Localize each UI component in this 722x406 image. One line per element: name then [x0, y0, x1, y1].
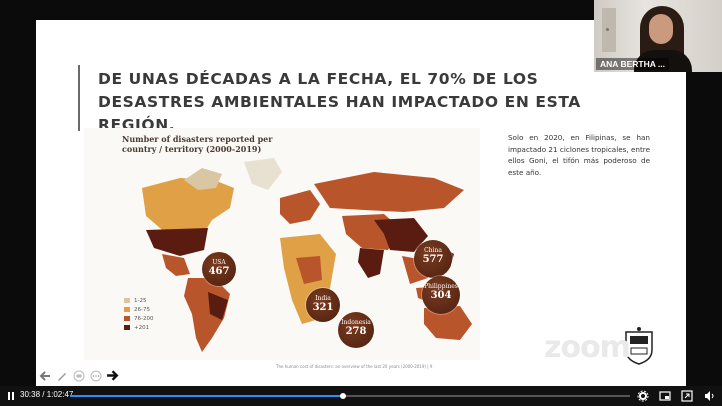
legend-item: 26-75 — [124, 305, 153, 314]
callout-china: China 577 — [414, 240, 452, 278]
previous-arrow-icon[interactable] — [38, 369, 51, 382]
callout-usa: USA 467 — [202, 252, 236, 286]
legend-label: 26-75 — [134, 306, 150, 313]
legend-swatch — [124, 325, 130, 330]
map-title: Number of disasters reported per country… — [122, 134, 273, 154]
zoom-watermark: zoom — [544, 330, 631, 365]
map-source: The human cost of disasters: an overview… — [276, 364, 433, 369]
callout-china-value: 577 — [422, 254, 444, 265]
side-note: Solo en 2020, en Filipinas, se han impac… — [508, 133, 650, 177]
legend-label: +201 — [134, 324, 150, 331]
world-map — [142, 158, 472, 352]
next-arrow-icon[interactable] — [106, 369, 119, 382]
video-door-knob — [606, 28, 609, 31]
callout-india-name: India — [315, 295, 331, 302]
more-options-icon[interactable] — [89, 369, 102, 382]
pause-icon[interactable] — [4, 389, 18, 403]
participant-video: ANA BERTHA ... — [594, 0, 722, 72]
progress-knob[interactable] — [340, 393, 347, 399]
fullscreen-icon[interactable] — [680, 389, 694, 403]
slides-menu-icon[interactable] — [72, 369, 85, 382]
callout-india: India 321 — [306, 288, 340, 322]
volume-icon[interactable] — [703, 389, 717, 403]
callout-indonesia-name: Indonesia — [341, 319, 371, 326]
participant-body — [634, 50, 692, 72]
progress-fill — [70, 395, 344, 397]
progress-bar[interactable] — [70, 393, 630, 399]
video-door — [602, 8, 616, 52]
legend-swatch — [124, 316, 130, 321]
participant-face — [649, 14, 673, 44]
callout-indonesia: Indonesia 278 — [338, 312, 374, 348]
player-controls: 30:38 / 1:02:47 — [0, 386, 722, 406]
legend-item: +201 — [124, 323, 153, 332]
university-crest-icon — [625, 327, 653, 365]
callout-china-name: China — [424, 247, 442, 254]
legend-item: 1-25 — [124, 296, 153, 305]
legend-swatch — [124, 307, 130, 312]
callout-philippines-value: 304 — [430, 290, 452, 301]
callout-philippines-name: Philippines — [424, 283, 458, 290]
legend-item: 76-200 — [124, 314, 153, 323]
legend-label: 76-200 — [134, 315, 154, 322]
slide-title: De unas décadas a la fecha, el 70% de lo… — [98, 70, 581, 134]
picture-in-picture-icon[interactable] — [658, 389, 672, 403]
legend-swatch — [124, 298, 130, 303]
participant-name: ANA BERTHA ... — [596, 58, 670, 70]
title-accent-bar — [78, 65, 80, 131]
callout-india-value: 321 — [312, 302, 334, 313]
disaster-map-figure: Number of disasters reported per country… — [84, 128, 480, 369]
slide-annotation-tools — [38, 369, 119, 382]
legend-label: 1-25 — [134, 297, 147, 304]
presentation-slide: De unas décadas a la fecha, el 70% de lo… — [36, 20, 686, 386]
settings-gear-icon[interactable] — [636, 389, 650, 403]
playback-time: 30:38 / 1:02:47 — [20, 390, 74, 399]
callout-usa-value: 467 — [208, 266, 230, 277]
map-legend: 1-25 26-75 76-200 +201 — [124, 296, 153, 332]
callout-usa-name: USA — [212, 259, 226, 266]
callout-philippines: Philippines 304 — [422, 276, 460, 314]
callout-indonesia-value: 278 — [345, 326, 367, 337]
pen-icon[interactable] — [55, 369, 68, 382]
